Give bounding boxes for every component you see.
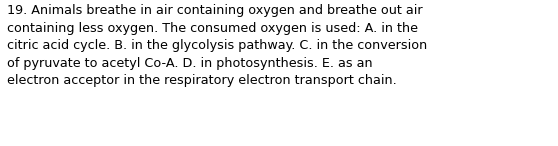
Text: 19. Animals breathe in air containing oxygen and breathe out air
containing less: 19. Animals breathe in air containing ox…	[7, 4, 427, 87]
